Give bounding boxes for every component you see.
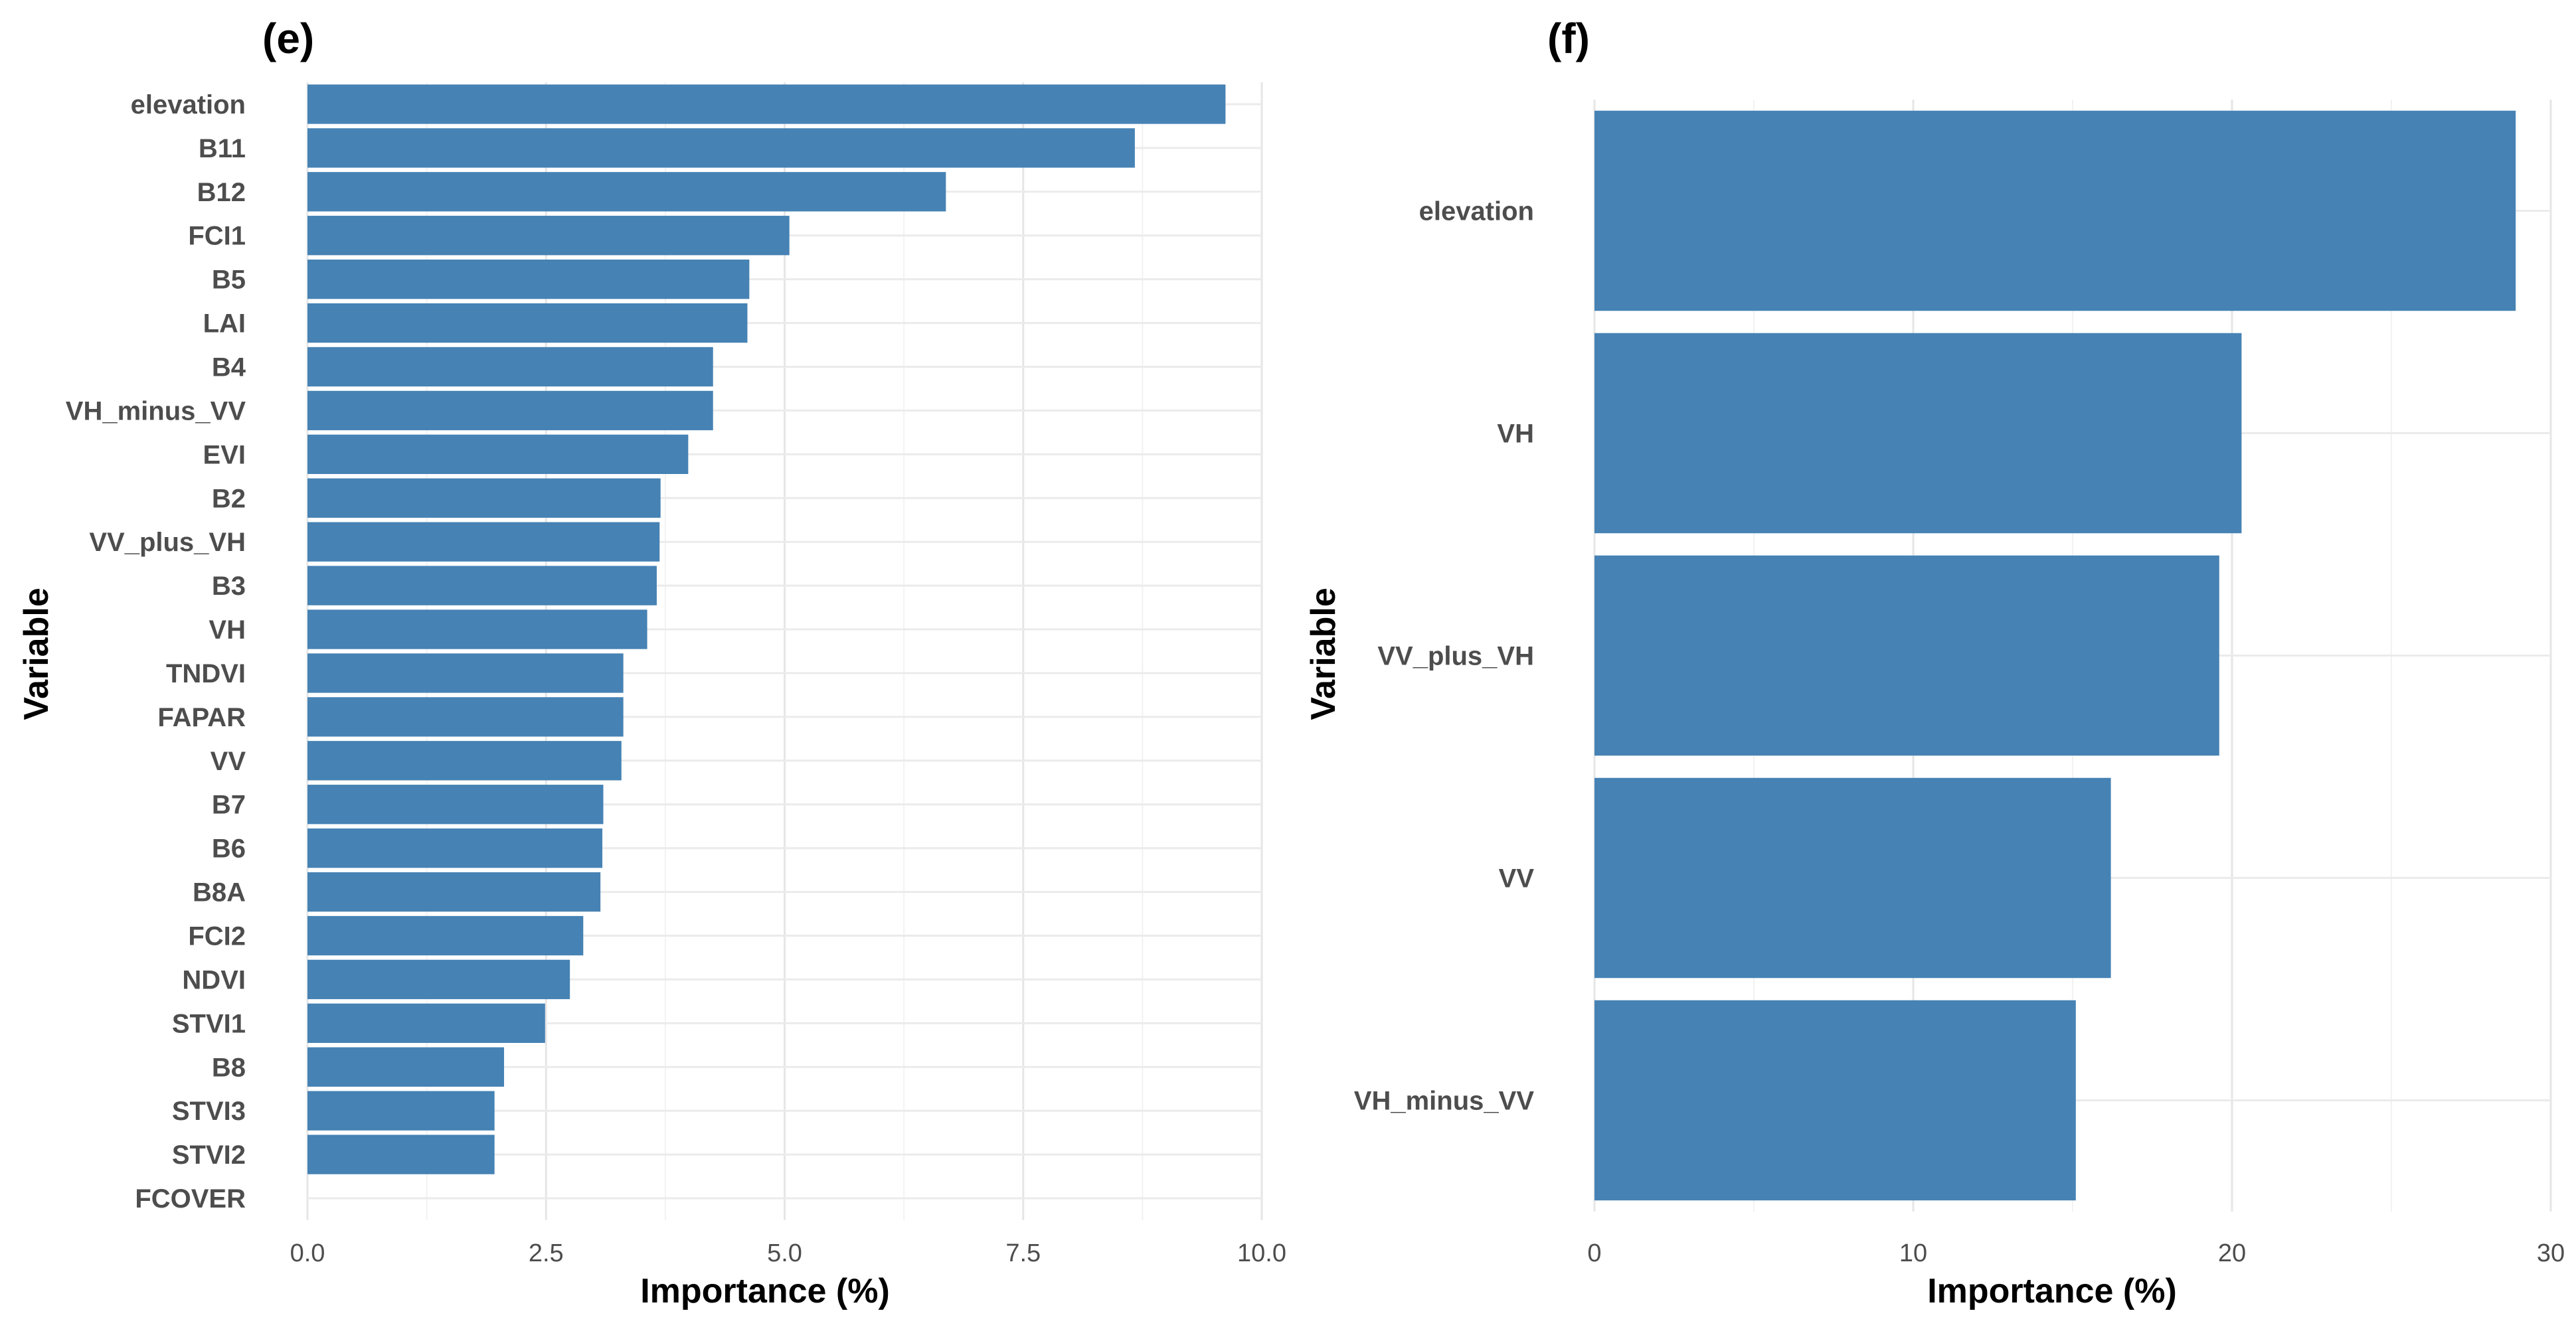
category-label: FCOVER	[135, 1184, 246, 1214]
category-label: NDVI	[182, 965, 246, 994]
category-label: VH	[209, 615, 246, 645]
bar-b2	[307, 478, 661, 518]
category-label: B3	[212, 572, 246, 601]
x-tick-label: 10	[1899, 1239, 1927, 1267]
panel-f-chart: elevation VH VV_plus_VH VV VH_minus_VV 0 10 20…	[1304, 15, 2565, 1310]
x-tick-label: 0.0	[290, 1239, 325, 1267]
bar-b6	[307, 828, 603, 868]
category-label: VV	[1499, 864, 1535, 894]
category-label: B4	[212, 353, 246, 382]
bar-b3	[307, 566, 657, 605]
x-tick-label: 30	[2537, 1239, 2565, 1267]
x-tick-label: 10.0	[1237, 1239, 1286, 1267]
category-label: B12	[197, 178, 246, 207]
bar-b11	[307, 128, 1135, 168]
bar-fci2	[307, 915, 584, 956]
bar-elevation	[307, 84, 1226, 124]
bar-vh-minus-vv	[1594, 1000, 2076, 1201]
category-label: B8	[212, 1053, 246, 1082]
panel-e-y-axis-title: Variable	[17, 588, 56, 720]
panel-e-bars	[307, 84, 1226, 1174]
bar-vv-plus-vh	[307, 522, 660, 562]
panel-f-y-axis-title: Variable	[1304, 588, 1343, 720]
category-label: elevation	[1419, 197, 1534, 226]
category-label: STVI3	[172, 1097, 246, 1126]
panel-f-category-labels: elevation VH VV_plus_VH VV VH_minus_VV	[1354, 197, 1535, 1116]
bar-evi	[307, 434, 689, 475]
panel-e-label: (e)	[262, 15, 314, 62]
panel-f-bars	[1594, 110, 2516, 1201]
category-label: TNDVI	[166, 659, 246, 688]
bar-vv-plus-vh	[1594, 555, 2219, 756]
category-label: STVI1	[172, 1009, 246, 1038]
category-label: VH	[1497, 420, 1534, 449]
bar-b12	[307, 172, 946, 212]
category-label: VV	[211, 747, 246, 776]
panel-f-x-axis-title: Importance (%)	[1927, 1272, 2177, 1310]
panel-f-x-tick-labels: 0 10 20 30	[1587, 1239, 2565, 1267]
x-tick-label: 20	[2218, 1239, 2246, 1267]
x-tick-label: 2.5	[529, 1239, 564, 1267]
bar-fci1	[307, 216, 790, 256]
bar-stvi1	[307, 1003, 545, 1044]
category-label: LAI	[203, 309, 246, 339]
category-label: VH_minus_VV	[1354, 1087, 1535, 1116]
category-label: FCI1	[188, 222, 246, 251]
bar-stvi2	[307, 1135, 495, 1174]
category-label: B11	[199, 134, 246, 163]
category-label: VV_plus_VH	[1377, 642, 1534, 671]
category-label: EVI	[203, 440, 246, 469]
category-label: elevation	[131, 90, 246, 119]
x-tick-label: 7.5	[1005, 1239, 1041, 1267]
category-label: FAPAR	[157, 703, 246, 732]
bar-fapar	[307, 697, 624, 737]
category-label: FCI2	[188, 922, 246, 951]
category-label: STVI2	[172, 1140, 246, 1170]
bar-lai	[307, 303, 748, 343]
category-label: B7	[212, 791, 246, 820]
category-label: VV_plus_VH	[89, 528, 246, 557]
bar-b7	[307, 785, 604, 825]
bar-elevation	[1594, 110, 2516, 311]
bar-b8a	[307, 872, 601, 912]
bar-vh	[1594, 333, 2242, 534]
bar-stvi3	[307, 1091, 495, 1131]
bar-vv	[307, 741, 622, 781]
bar-vv	[1594, 777, 2111, 979]
bar-vh	[307, 609, 647, 649]
panel-e-x-axis-title: Importance (%)	[640, 1272, 890, 1310]
bar-vh-minus-vv	[307, 390, 713, 431]
panel-e-category-labels: elevation B11 B12 FCI1 B5 LAI B4 VH_minus_VV EVI…	[66, 90, 246, 1214]
bar-b8	[307, 1047, 505, 1087]
bar-ndvi	[307, 959, 570, 1000]
category-label: VH_minus_VV	[66, 396, 246, 426]
category-label: B8A	[193, 878, 246, 907]
x-tick-label: 0	[1587, 1239, 1601, 1267]
panel-f-label: (f)	[1547, 15, 1590, 62]
bar-b4	[307, 347, 713, 387]
panel-e-x-tick-labels: 0.0 2.5 5.0 7.5 10.0	[290, 1239, 1286, 1267]
x-tick-label: 5.0	[767, 1239, 802, 1267]
panel-e-chart: elevation B11 B12 FCI1 B5 LAI B4 VH_minus_VV EVI…	[17, 15, 1286, 1310]
category-label: B2	[212, 484, 246, 513]
bar-b5	[307, 259, 750, 299]
category-label: B6	[212, 834, 246, 864]
category-label: B5	[212, 266, 246, 295]
bar-tndvi	[307, 653, 624, 693]
